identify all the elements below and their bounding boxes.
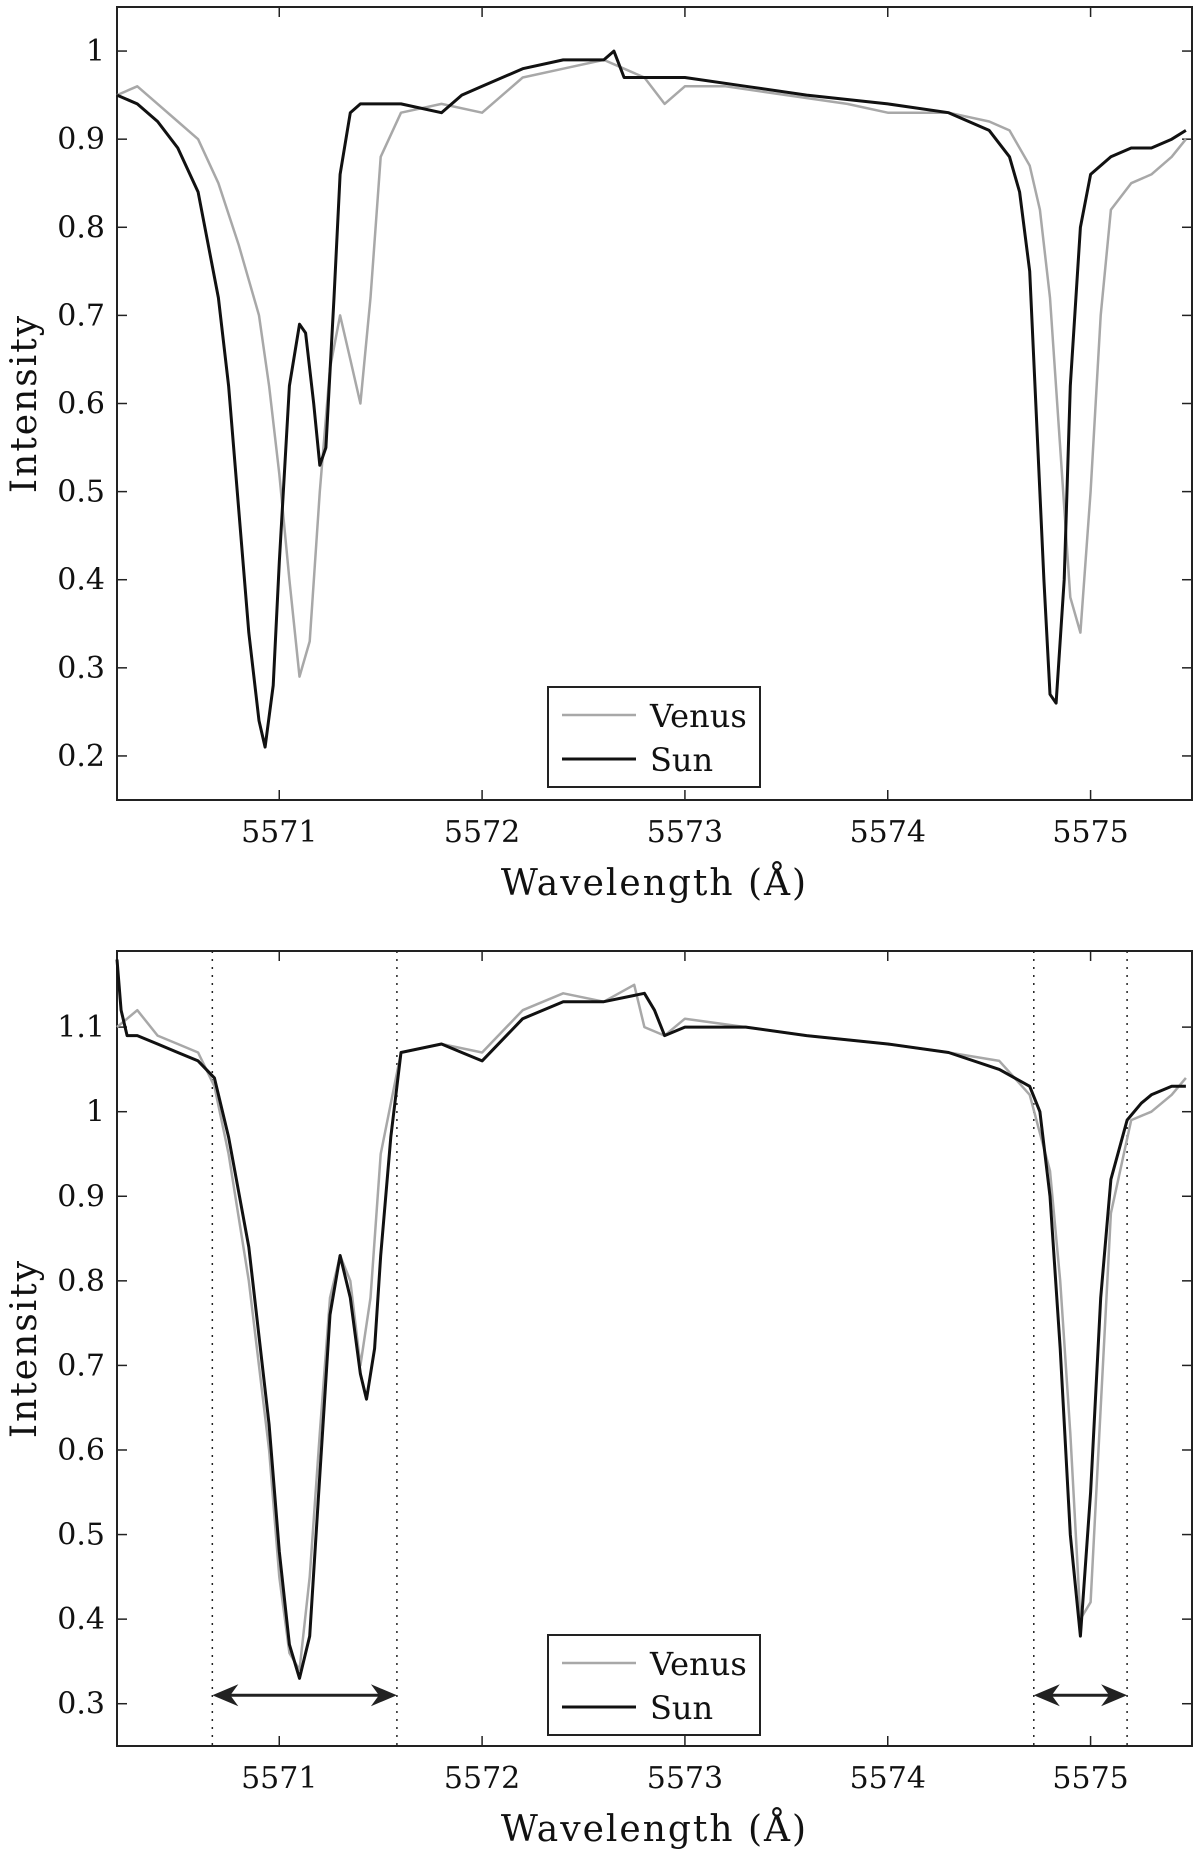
x-tick-label: 5575	[1052, 1761, 1128, 1796]
y-tick-label: 1	[86, 34, 105, 69]
series-line-venus	[116, 58, 1187, 678]
y-tick-label: 0.7	[57, 298, 105, 333]
y-tick-label: 0.6	[57, 387, 105, 422]
legend-label-sun: Sun	[650, 741, 713, 779]
y-tick-label: 0.3	[57, 1687, 105, 1722]
x-axis-title: Wavelength (Å)	[501, 1808, 808, 1850]
legend: Venus Sun	[547, 686, 761, 788]
x-tick-label: 5575	[1052, 815, 1128, 850]
series-line-sun	[116, 49, 1187, 749]
x-tick-label: 5572	[444, 1761, 520, 1796]
y-tick-label: 0.4	[57, 563, 105, 598]
legend: Venus Sun	[547, 1634, 761, 1736]
y-tick-label: 0.7	[57, 1348, 105, 1383]
y-tick-label: 0.9	[57, 122, 105, 157]
top-panel: 5571 5572 5573 5574 5575 0.2 0.3 0.4 0.5 0.6 0.7 0.…	[4, 6, 1193, 904]
range-arrow	[1033, 1684, 1128, 1707]
bottom-panel: 5571 5572 5573 5574 5575 0.3 0.4 0.5 0.6 0.7 0.8 0.…	[4, 950, 1193, 1850]
x-tick-label: 5573	[647, 815, 723, 850]
y-tick-label: 0.2	[57, 739, 105, 774]
y-tick-label: 0.8	[57, 210, 105, 245]
y-tick-label: 0.9	[57, 1179, 105, 1214]
x-tick-label: 5571	[241, 815, 317, 850]
series-line-venus	[116, 983, 1187, 1672]
legend-label-venus: Venus	[649, 697, 747, 735]
legend-label-venus: Venus	[649, 1645, 747, 1683]
y-axis-title: Intensity	[4, 1259, 45, 1438]
x-tick-label: 5573	[647, 1761, 723, 1796]
legend-label-sun: Sun	[650, 1689, 713, 1727]
y-tick-label: 0.4	[57, 1602, 105, 1637]
range-arrow	[212, 1684, 397, 1707]
x-tick-label: 5572	[444, 815, 520, 850]
y-tick-label: 1	[86, 1095, 105, 1130]
plot-frame	[116, 6, 1193, 801]
x-tick-label: 5571	[241, 1761, 317, 1796]
x-axis-title: Wavelength (Å)	[501, 862, 808, 904]
plot-frame	[116, 950, 1193, 1747]
y-tick-label: 0.5	[57, 475, 105, 510]
y-tick-label: 1.1	[57, 1010, 105, 1045]
series-line-sun	[115, 959, 1186, 1680]
y-tick-label: 0.3	[57, 651, 105, 686]
x-tick-label: 5574	[850, 815, 926, 850]
y-tick-label: 0.6	[57, 1433, 105, 1468]
y-tick-label: 0.8	[57, 1264, 105, 1299]
x-tick-label: 5574	[850, 1761, 926, 1796]
y-axis-title: Intensity	[4, 314, 45, 493]
y-tick-label: 0.5	[57, 1518, 105, 1553]
